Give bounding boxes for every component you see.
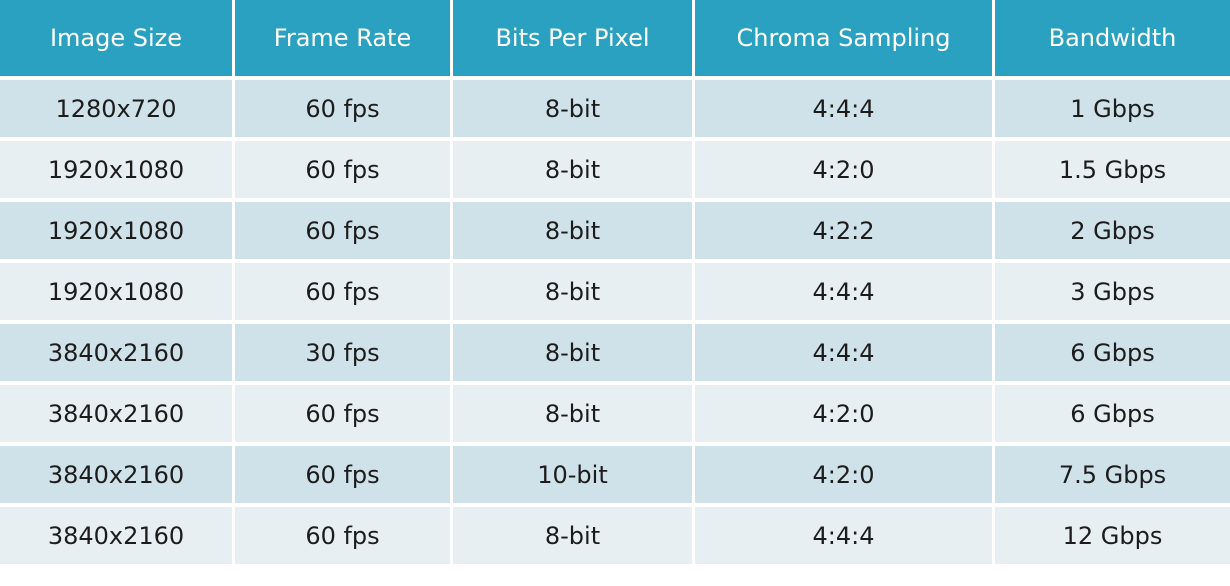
table-cell: 8-bit: [453, 385, 692, 442]
table-cell: 4:2:2: [695, 202, 992, 259]
table-cell: 4:4:4: [695, 263, 992, 320]
table-cell: 8-bit: [453, 80, 692, 137]
table-cell: 3840x2160: [0, 324, 232, 381]
table-cell: 3840x2160: [0, 385, 232, 442]
table-cell: 1 Gbps: [995, 80, 1230, 137]
header-cell: Bandwidth: [995, 0, 1230, 76]
table-cell: 1920x1080: [0, 141, 232, 198]
table-cell: 4:2:0: [695, 141, 992, 198]
table-cell: 60 fps: [235, 446, 450, 503]
table-cell: 1920x1080: [0, 263, 232, 320]
table-cell: 6 Gbps: [995, 385, 1230, 442]
table-cell: 4:2:0: [695, 385, 992, 442]
table-cell: 3840x2160: [0, 507, 232, 564]
table-cell: 60 fps: [235, 141, 450, 198]
table-cell: 8-bit: [453, 324, 692, 381]
table-cell: 6 Gbps: [995, 324, 1230, 381]
table-cell: 60 fps: [235, 263, 450, 320]
table-cell: 3840x2160: [0, 446, 232, 503]
header-cell: Frame Rate: [235, 0, 450, 76]
table-cell: 1920x1080: [0, 202, 232, 259]
header-cell: Bits Per Pixel: [453, 0, 692, 76]
table-cell: 4:2:0: [695, 446, 992, 503]
table-cell: 60 fps: [235, 80, 450, 137]
table-cell: 30 fps: [235, 324, 450, 381]
header-cell: Chroma Sampling: [695, 0, 992, 76]
table-cell: 10-bit: [453, 446, 692, 503]
table-cell: 60 fps: [235, 507, 450, 564]
table-cell: 60 fps: [235, 202, 450, 259]
table-cell: 2 Gbps: [995, 202, 1230, 259]
table-cell: 7.5 Gbps: [995, 446, 1230, 503]
table-cell: 4:4:4: [695, 324, 992, 381]
table-cell: 1280x720: [0, 80, 232, 137]
table-cell: 8-bit: [453, 202, 692, 259]
table-cell: 4:4:4: [695, 507, 992, 564]
table-cell: 3 Gbps: [995, 263, 1230, 320]
table-cell: 8-bit: [453, 263, 692, 320]
table-cell: 8-bit: [453, 507, 692, 564]
header-cell: Image Size: [0, 0, 232, 76]
table-cell: 1.5 Gbps: [995, 141, 1230, 198]
table-cell: 4:4:4: [695, 80, 992, 137]
table-cell: 60 fps: [235, 385, 450, 442]
table-cell: 12 Gbps: [995, 507, 1230, 564]
table-cell: 8-bit: [453, 141, 692, 198]
